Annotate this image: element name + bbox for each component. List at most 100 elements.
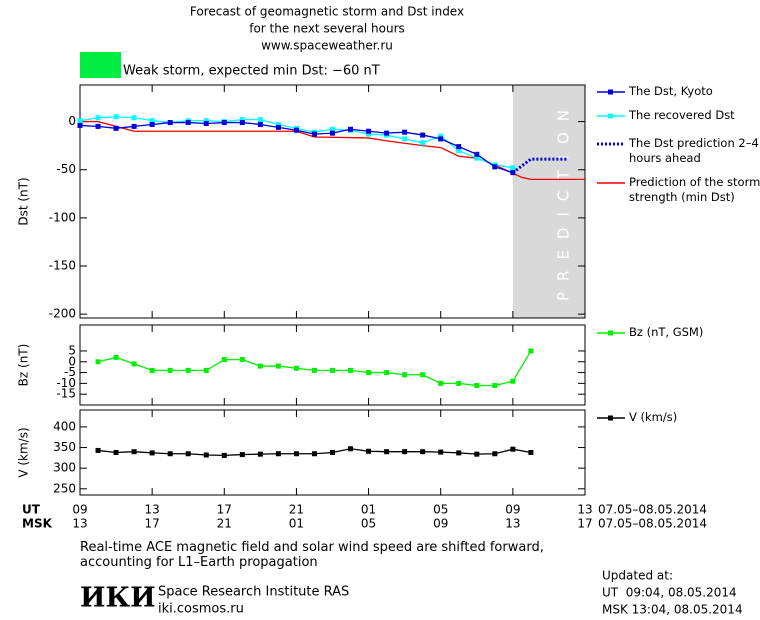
updated-msk: MSK 13:04, 08.05.2014 [602,603,743,617]
y-tick-label: 0 [68,114,76,128]
marker [438,449,444,455]
marker [366,370,372,376]
site: iki.cosmos.ru [158,602,244,617]
updated-ut: UT 09:04, 08.05.2014 [602,586,737,600]
marker [330,450,335,455]
marker [420,449,426,455]
marker [311,451,317,457]
legend-label: The Dst prediction 2–4 hours ahead [629,136,759,165]
x2-tick-label: 05 [361,517,376,531]
legend-swatch [608,330,613,336]
x-tick-label: 17 [217,503,232,517]
band-label: PREDICTION [554,99,572,301]
y-axis-label: V (km/s) [17,427,31,477]
marker [203,452,209,458]
legend-label: The Dst, Kyoto [629,84,713,98]
marker [311,367,317,373]
marker [149,367,155,373]
marker [131,361,137,367]
institute: Space Research Institute RAS [158,585,349,600]
y-tick-label: 5 [68,343,76,357]
axis-label: UT [22,503,41,517]
marker [257,363,263,369]
legend-item [597,113,625,119]
marker [239,120,245,126]
marker [510,378,516,384]
marker [330,367,335,373]
x-tick-label: 05 [433,503,448,517]
x2-tick-label: 17 [577,517,592,531]
x-tick-label: 09 [505,503,520,517]
annotation: Weak storm, expected min Dst: −60 nT [123,64,380,79]
marker [420,132,426,138]
marker [149,450,155,456]
date-range: 07.05–08.05.2014 [598,517,707,531]
marker [257,117,263,123]
marker [492,451,498,457]
marker [275,363,281,369]
marker [275,121,281,127]
marker [185,367,191,373]
marker [528,450,534,455]
marker [528,348,534,354]
y-tick-label: 350 [53,440,76,454]
marker [402,129,408,135]
marker [95,359,101,365]
marker [456,380,462,386]
y-tick-label: -5 [64,365,76,379]
marker [185,120,191,126]
updated: Updated at: [602,569,673,583]
legend-swatch [608,113,613,119]
marker [149,118,155,124]
marker [330,130,335,136]
marker [221,452,227,458]
storm-badge [80,52,121,78]
marker [167,120,173,126]
marker [348,367,354,373]
marker [366,128,372,134]
marker [456,450,462,456]
marker [293,127,299,133]
marker [203,118,209,124]
y-tick-label: -10 [56,376,76,390]
x2-tick-label: 09 [433,517,448,531]
marker [510,165,516,171]
title: for the next several hours [249,22,405,36]
legend-swatch [608,415,613,421]
marker [95,115,101,121]
x2-tick-label: 21 [217,517,232,531]
marker [131,115,137,121]
x-tick-label: 13 [145,503,160,517]
marker [384,449,390,455]
plot-frame [79,409,586,496]
marker [167,451,173,457]
marker [131,449,137,455]
marker [402,372,408,378]
marker [113,450,119,455]
legend-label: Prediction of the storm strength (min Ds… [629,175,760,204]
y-tick-label: 250 [53,481,76,495]
y-tick-label: -150 [49,259,76,273]
marker [257,121,263,127]
x2-tick-label: 01 [289,517,304,531]
marker [95,123,101,129]
note: Real-time ACE magnetic field and solar w… [80,540,544,570]
marker [420,140,426,146]
y-tick-label: -200 [49,307,76,321]
marker [510,446,516,452]
marker [474,451,480,457]
marker [185,451,191,457]
y-axis-label: Bz (nT) [17,344,31,387]
marker [330,126,335,132]
marker [438,380,444,386]
marker [95,447,101,453]
marker [384,370,390,376]
marker [203,367,209,373]
legend-label: The recovered Dst [629,108,735,122]
x2-tick-label: 13 [505,517,520,531]
marker [348,446,354,452]
marker [239,452,245,458]
title: Forecast of geomagnetic storm and Dst in… [190,5,464,19]
marker [402,449,408,455]
